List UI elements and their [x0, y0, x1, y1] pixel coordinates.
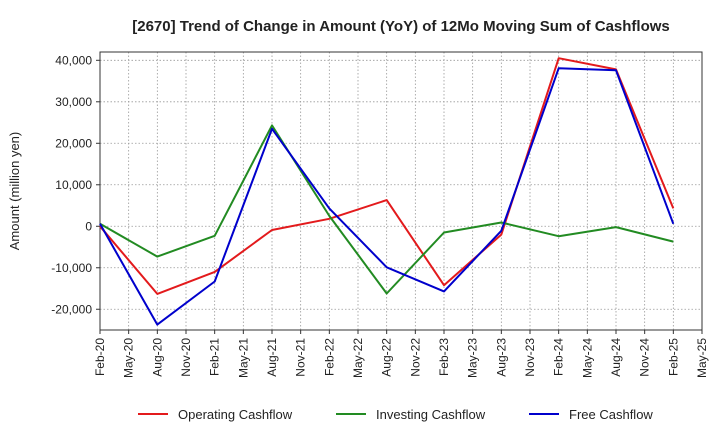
x-tick-label: Feb-23 [437, 338, 451, 376]
x-tick-label: Feb-22 [322, 338, 336, 376]
y-tick-label: -10,000 [51, 261, 92, 275]
legend-label: Investing Cashflow [376, 407, 486, 422]
y-tick-label: 20,000 [55, 136, 92, 150]
x-tick-label: Nov-22 [408, 338, 422, 377]
x-tick-label: Nov-24 [638, 338, 652, 377]
x-tick-label: Feb-21 [208, 338, 222, 376]
series-line-operating-cashflow [99, 57, 675, 295]
y-axis-label: Amount (million yen) [7, 132, 22, 251]
x-tick-label: Feb-24 [552, 338, 566, 376]
x-tick-label: Feb-25 [666, 338, 680, 376]
x-tick-label: Nov-23 [523, 338, 537, 377]
series-lines [99, 57, 675, 326]
grid [99, 52, 703, 330]
legend-label: Operating Cashflow [178, 407, 293, 422]
y-tick-label: 40,000 [55, 53, 92, 67]
y-tick-label: -20,000 [51, 302, 92, 316]
x-tick-label: Nov-20 [179, 338, 193, 377]
y-tick-label: 0 [85, 219, 92, 233]
x-tick-label: May-25 [695, 338, 709, 378]
y-tick-label: 10,000 [55, 178, 92, 192]
x-tick-label: Aug-21 [265, 338, 279, 377]
x-tick-label: Aug-22 [380, 338, 394, 377]
x-tick-label: May-21 [236, 338, 250, 378]
y-axis-ticks: -20,000 -10,000 0 10,000 20,000 30,000 40,000 [51, 53, 100, 316]
series-line-free-cashflow [99, 67, 675, 326]
series-line-investing-cashflow [99, 124, 674, 295]
legend-label: Free Cashflow [569, 407, 653, 422]
x-tick-label: May-20 [122, 338, 136, 378]
x-tick-label: May-23 [466, 338, 480, 378]
x-tick-label: Nov-21 [294, 338, 308, 377]
x-tick-label: May-22 [351, 338, 365, 378]
x-tick-label: Aug-23 [494, 338, 508, 377]
plot-area-frame [99, 51, 703, 331]
x-tick-label: Feb-20 [93, 338, 107, 376]
x-axis-ticks: Feb-20 May-20 Aug-20 Nov-20 Feb-21 May-21 Aug-… [93, 330, 709, 378]
chart-title: [2670] Trend of Change in Amount (YoY) o… [132, 18, 670, 35]
x-tick-label: Aug-20 [150, 338, 164, 377]
y-tick-label: 30,000 [55, 95, 92, 109]
x-tick-label: Aug-24 [609, 338, 623, 377]
x-tick-label: May-24 [580, 338, 594, 378]
legend: Operating Cashflow Investing Cashflow Free… [138, 407, 653, 422]
